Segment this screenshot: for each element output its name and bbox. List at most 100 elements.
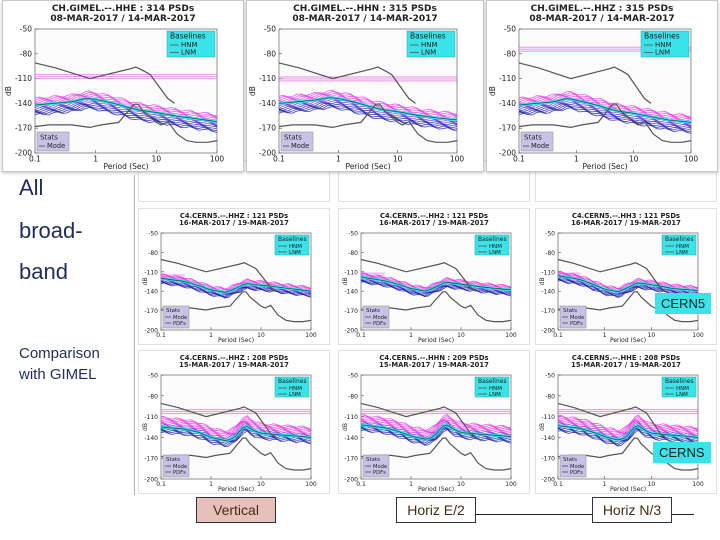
x-tick-label: 100 <box>305 481 317 488</box>
legend-entry: LNM <box>489 250 501 256</box>
stats-title: Stats <box>166 308 180 314</box>
stats-entry: Mode <box>47 142 65 150</box>
x-tick-label: 10 <box>648 332 656 339</box>
psd-curves <box>160 409 312 448</box>
y-tick-label: -170 <box>499 124 516 133</box>
legend-entry: HNM <box>676 244 689 250</box>
chart-subtitle: 15-MAR-2017 / 19-MAR-2017 <box>379 361 489 369</box>
stats-box <box>559 454 587 478</box>
y-tick-label: -110 <box>15 74 32 83</box>
hnm-line <box>360 402 477 438</box>
psd-panel-cern5-hhz: C4.CERN5.--.HHZ : 121 PSDs 16-MAR-2017 / … <box>138 208 330 345</box>
legend-box <box>661 376 697 398</box>
y-axis-label: dB <box>142 423 149 431</box>
x-axis-label: Period (Sec) <box>345 162 390 171</box>
psd-series-line <box>360 416 512 433</box>
x-tick-label: 0.1 <box>156 481 166 488</box>
psd-series-line <box>160 429 312 447</box>
y-tick-label: -50 <box>504 25 516 34</box>
psd-panel-cerns-hhn: C4.CERNS.--.HHN : 209 PSDs 15-MAR-2017 / … <box>338 350 530 494</box>
x-tick-label: 0.1 <box>553 481 563 488</box>
stats-entry: PDFs <box>373 470 386 476</box>
chart-subtitle: 08-MAR-2017 / 14-MAR-2017 <box>50 14 195 24</box>
stats-entry: PDFs <box>173 321 186 327</box>
legend-entry: LNM <box>289 392 301 398</box>
x-axis-label: Period (Sec) <box>103 162 148 171</box>
y-tick-label: -110 <box>541 414 555 421</box>
hnm-line <box>557 402 666 438</box>
x-tick-label: 10 <box>457 481 465 488</box>
legend-title: Baselines <box>665 378 694 385</box>
y-tick-label: -80 <box>504 49 516 58</box>
y-axis-label: dB <box>248 86 257 96</box>
mode-line <box>360 276 512 292</box>
legend-box <box>274 376 310 398</box>
lnm-line <box>160 291 312 323</box>
psd-series-line <box>34 93 218 119</box>
psd-series-line <box>361 413 512 431</box>
chart-title: C4.CERNS.--.HHE : 208 PSDs <box>572 354 680 362</box>
chart-subtitle: 16-MAR-2017 / 19-MAR-2017 <box>571 219 681 227</box>
y-tick-label: -200 <box>15 149 32 158</box>
hnm-line <box>360 258 477 292</box>
psd-series-line <box>278 100 458 125</box>
y-tick-label: -200 <box>541 477 555 484</box>
x-tick-label: 0.1 <box>356 481 366 488</box>
y-tick-label: -50 <box>264 25 276 34</box>
legend-title: Baselines <box>170 32 206 41</box>
x-tick-label: 100 <box>692 481 704 488</box>
x-tick-label: 10 <box>457 332 465 339</box>
x-tick-label: 1 <box>574 155 579 164</box>
psd-series-line <box>557 270 699 290</box>
hnm-line <box>160 258 277 292</box>
psd-panel-gimel-hhz: CH.GIMEL.--.HHZ : 315 PSDs 08-MAR-2017 / … <box>486 0 718 172</box>
y-tick-label: -140 <box>541 289 555 296</box>
y-tick-label: -170 <box>541 456 555 463</box>
legend-entry: LNM <box>421 49 436 57</box>
slide-text-band: band <box>19 259 68 284</box>
legend-box <box>474 376 510 398</box>
mode-line <box>518 98 692 123</box>
y-tick-label: -200 <box>259 149 276 158</box>
x-axis-label: Period (Sec) <box>610 486 646 493</box>
y-tick-label: -110 <box>541 269 555 276</box>
y-tick-label: -170 <box>144 308 158 315</box>
mode-line <box>557 275 699 293</box>
x-tick-label: 1 <box>209 332 213 339</box>
psd-series-line <box>557 427 699 445</box>
y-tick-label: -50 <box>348 231 358 238</box>
stats-entry: PDFs <box>570 470 583 476</box>
component-label-horiz-n: Horiz N/3 <box>592 497 672 523</box>
y-tick-label: -200 <box>499 149 516 158</box>
y-tick-label: -170 <box>344 456 358 463</box>
psd-series-line <box>518 104 692 131</box>
stats-title: Stats <box>524 134 542 142</box>
x-tick-label: 1 <box>603 332 607 339</box>
stats-title: Stats <box>366 308 380 314</box>
y-tick-label: -80 <box>348 393 358 400</box>
y-tick-label: -140 <box>144 289 158 296</box>
psd-series-line <box>557 428 699 446</box>
legend-entry: LNM <box>655 49 670 57</box>
stats-title: Stats <box>366 457 380 463</box>
x-tick-label: 0.1 <box>356 332 366 339</box>
stats-title: Stats <box>40 134 58 142</box>
stats-entry: Mode <box>373 315 387 321</box>
y-axis-label: dB <box>4 86 13 96</box>
psd-series-line <box>278 89 458 115</box>
stats-entry: PDFs <box>173 470 186 476</box>
chart-title: C4.CERNS.--.HHZ : 208 PSDs <box>180 354 288 362</box>
mode-line <box>34 98 218 122</box>
component-connector-line <box>476 514 694 515</box>
stats-box <box>162 305 190 329</box>
lnm-line <box>160 437 312 471</box>
psd-series-line <box>34 104 218 130</box>
psd-series-line <box>160 428 312 445</box>
psd-series-line <box>160 418 312 434</box>
legend-title: Baselines <box>410 32 446 41</box>
